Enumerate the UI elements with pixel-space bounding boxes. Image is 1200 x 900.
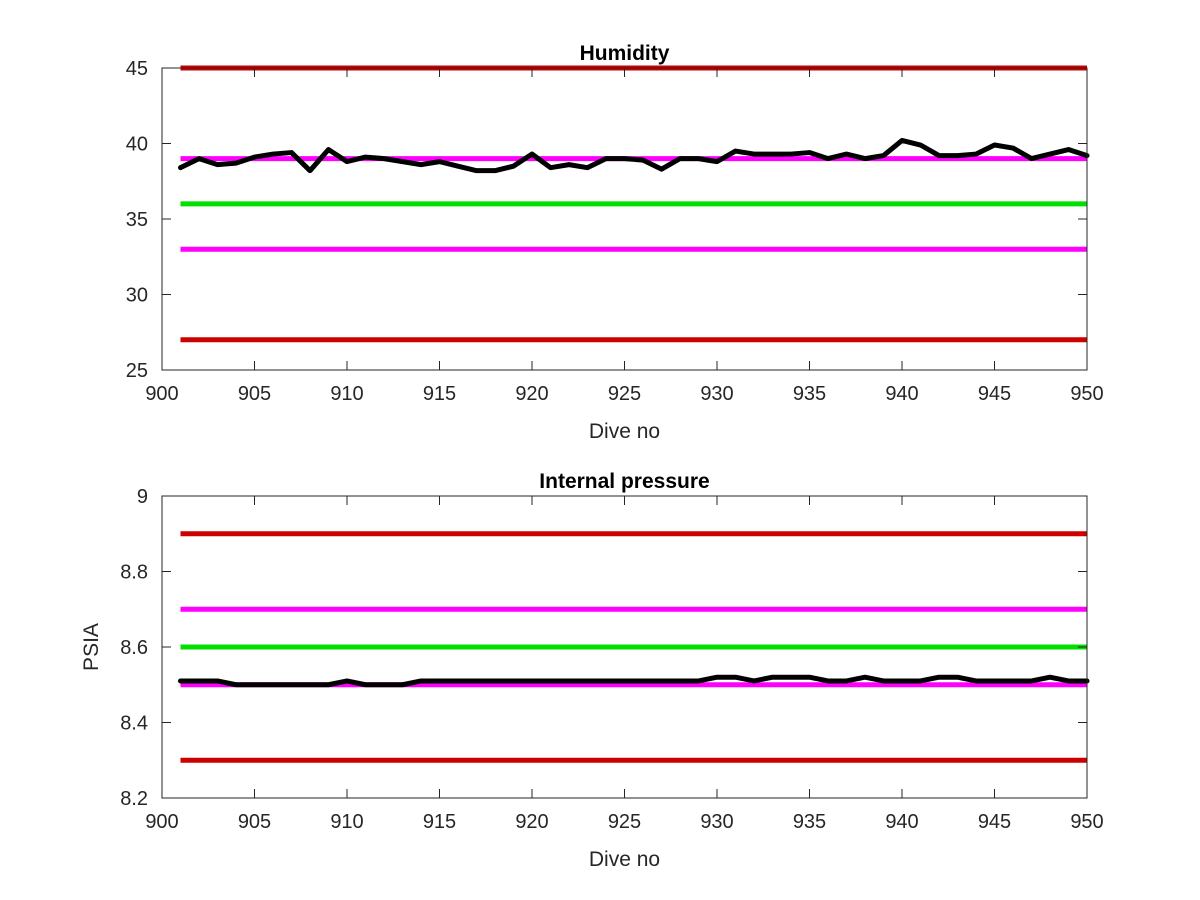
data-series-line [178, 137, 1090, 174]
internal-pressure-chart: 900 905 910 915 920 925 930 935 940 945 950 8.2 8.4 8… [80, 470, 1104, 871]
y-tick-label: 45 [126, 58, 148, 80]
x-axis-label: Dive no [589, 848, 660, 871]
x-tick-label: 920 [515, 383, 548, 405]
y-tick-label: 8.4 [120, 713, 148, 735]
x-tick-label: 935 [793, 383, 826, 405]
x-tick-label: 910 [330, 383, 363, 405]
x-tick-label: 910 [330, 811, 363, 833]
y-tick-label: 40 [126, 134, 148, 156]
x-tick-label: 905 [238, 383, 271, 405]
data-series-line [178, 674, 1090, 688]
x-tick-label: 935 [793, 811, 826, 833]
y-tick-label: 25 [126, 360, 148, 382]
y-tick-label: 8.6 [120, 637, 148, 659]
x-tick-label: 915 [423, 811, 456, 833]
x-tick-label: 915 [423, 383, 456, 405]
y-tick-label: 8.8 [120, 562, 148, 584]
y-tick-label: 8.2 [120, 788, 148, 810]
x-tick-label: 900 [145, 383, 178, 405]
x-tick-label: 940 [885, 811, 918, 833]
x-tick-label: 900 [145, 811, 178, 833]
x-tick-label: 925 [608, 383, 641, 405]
x-tick-label: 905 [238, 811, 271, 833]
y-tick-label: 9 [137, 486, 148, 508]
plot-area [162, 68, 1087, 370]
x-tick-label: 940 [885, 383, 918, 405]
y-tick-label: 30 [126, 285, 148, 307]
x-tick-label: 945 [978, 383, 1011, 405]
x-tick-label: 950 [1070, 811, 1103, 833]
chart-title: Internal pressure [539, 470, 709, 493]
y-tick-label: 35 [126, 209, 148, 231]
x-tick-label: 930 [700, 811, 733, 833]
chart-title: Humidity [580, 42, 670, 65]
y-axis-label: PSIA [80, 623, 103, 671]
x-tick-label: 950 [1070, 383, 1103, 405]
x-tick-label: 930 [700, 383, 733, 405]
x-axis-label: Dive no [589, 420, 660, 443]
x-tick-label: 945 [978, 811, 1011, 833]
x-tick-label: 920 [515, 811, 548, 833]
humidity-chart: 900 905 910 915 920 925 930 935 940 945 950 25 30 35 4… [126, 42, 1104, 443]
x-tick-label: 925 [608, 811, 641, 833]
